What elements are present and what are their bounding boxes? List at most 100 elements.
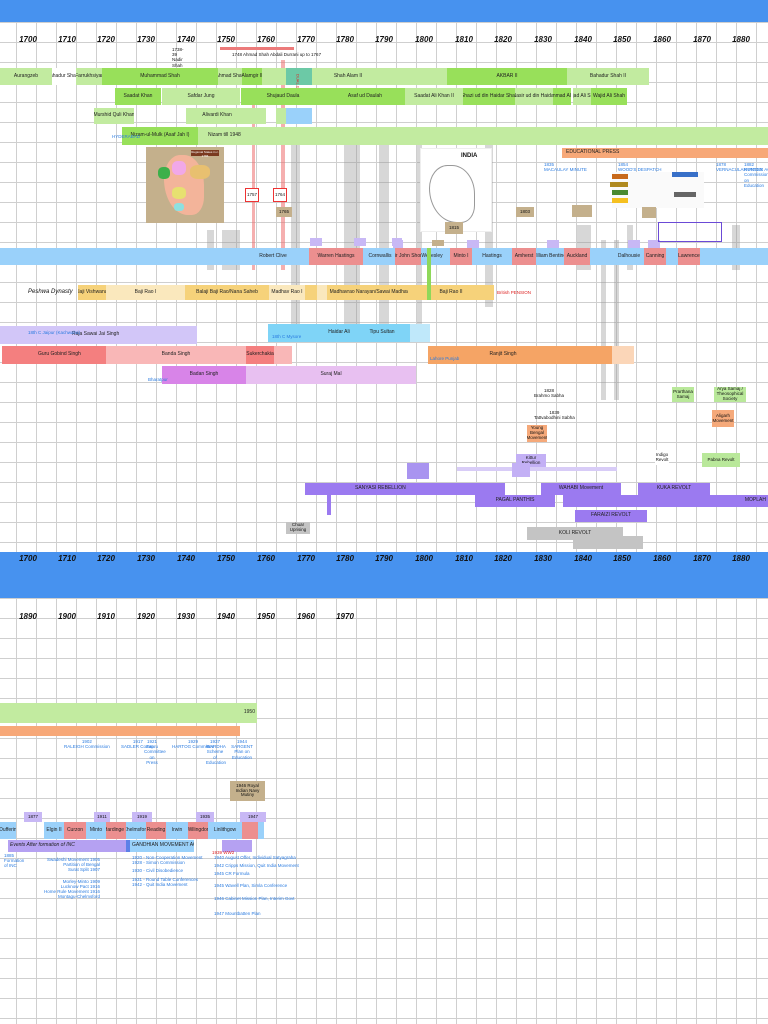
viceroy-reading: Reading: [146, 822, 166, 839]
awadh-nasir-ud-din: Nasir ud din Haidar: [515, 88, 553, 105]
nadir-shah-note: 1738-39 Nadir Shah: [172, 47, 184, 68]
edu-event: 1944 SARGENT Plan on Education: [231, 739, 253, 760]
mughal-alamgir-ii: Alamgir II: [242, 68, 262, 85]
mughal-farrukhsiyar: Farrukhsiyar: [76, 68, 102, 85]
year-tick: 1800: [415, 35, 433, 44]
mughal-shah-alam-cont: [384, 68, 447, 85]
year-tick: 1770: [297, 35, 315, 44]
year-tick: 1810: [455, 554, 473, 563]
edu-event: 1878 VERNACULAR PRESS ACT: [716, 162, 768, 173]
year-tick: 1970: [336, 612, 354, 621]
peshwa-raghunath-rao: [317, 285, 327, 300]
map-region: [158, 167, 170, 179]
independence-notes: 1940 August Offer, Individual Satyagraha…: [214, 855, 299, 916]
jat-badan-singh: Badan Singh: [162, 366, 246, 384]
peshwa-madhav-rao: Madhav Rao I: [269, 285, 305, 300]
bengal-mir-jafar: [248, 108, 266, 124]
bengal-alivardi-khan: Alivardi Khan: [186, 108, 248, 124]
awadh-ghazi-ud-din: Ghazi ud din Haidar Shah: [463, 88, 515, 105]
year-tick: 1880: [732, 35, 750, 44]
viceroy-curzon: Curzon: [64, 822, 86, 839]
year-tick: 1760: [257, 554, 275, 563]
section-divider-band: [0, 552, 768, 598]
war-shade-anglo-maratha-1: [344, 127, 360, 337]
tuluva-marker: [327, 495, 331, 515]
hyderabad-label: HYDERABAD: [112, 134, 141, 139]
mughal-bahadur-shah-ii: Bahadur Shah II: [567, 68, 649, 85]
mughal-gap: [262, 68, 286, 85]
edu-event: 1835 MACAULAY MINUTE: [544, 162, 587, 173]
war-shade-anglo-mysore-4: [417, 127, 422, 337]
awadh-saadat-khan: Saadat Khan: [115, 88, 161, 105]
lower-orange-bar: [0, 726, 240, 736]
awadh-shujaud-daula: Shujaud Daula: [241, 88, 325, 105]
war-shade-anglo-sikh-1: [601, 240, 606, 400]
year-tick: 1790: [375, 554, 393, 563]
map-legend: [672, 172, 698, 177]
lower-timeline-grid: [0, 598, 768, 1024]
year-tick: 1950: [257, 612, 275, 621]
map-title: Regional States in c. 1765: [191, 150, 219, 158]
hyderabad-nizam-ul-mulk: Nizam-ul-Mulk (Asaf Jah I): [122, 127, 198, 145]
navy-mutiny-box: 1946 Royal Indian Navy Mutiny: [230, 781, 265, 801]
battle-plassey: 1757: [245, 188, 259, 202]
pabna-revolt: Pabna Revolt: [702, 453, 740, 467]
lahore-note: Lahore Punjab: [430, 356, 460, 361]
gg-wellesley: Wellesley: [421, 248, 443, 265]
year-tick: 1780: [336, 554, 354, 563]
awadh-amjad-ali: Amjad Ali Shah: [573, 88, 591, 105]
awadh-muhammad-ali: Muhammad Ali Shah: [553, 88, 571, 105]
act-box: [648, 240, 660, 248]
pre-gandhi-notes: Swadeshi Movement 1905 Partition of Beng…: [44, 857, 101, 900]
viceroy-minto: Minto: [86, 822, 106, 839]
year-tick: 1820: [494, 35, 512, 44]
mughal-aurangzeb: Aurangzeb: [0, 68, 52, 85]
ww2-label: 1939 WW2: [212, 850, 235, 855]
gandhi-start-marker: [126, 840, 130, 852]
bengal-najm-ud-daulah: [276, 108, 286, 124]
year-tick: 1810: [455, 35, 473, 44]
year-tick: 1780: [336, 35, 354, 44]
gg-lawrence: Lawrence: [678, 248, 700, 265]
sikh-banda-singh: Banda Singh: [106, 346, 246, 364]
sikh-guru-gobind: Guru Gobind Singh: [2, 346, 106, 364]
awadh-saadat-ali-khan: Saadat Ali Khan II: [405, 88, 463, 105]
gg-minto: Minto I: [450, 248, 472, 265]
lower-green-bar: 1950: [0, 703, 257, 723]
gg-shore: Sir John Shore: [395, 248, 421, 265]
viceroy-end: [258, 822, 264, 839]
revolt-box: [512, 463, 530, 477]
revolt-span-line: [457, 467, 617, 471]
ranjit-successor: [590, 346, 612, 364]
mysore-tipu-sultan: Tipu Sultan: [352, 324, 412, 342]
awadh-wajid-ali-shah: Wajid Ali Shah: [591, 88, 627, 105]
year-tick: 1700: [19, 554, 37, 563]
mughal-ahmad-shah: Ahmad Shah: [218, 68, 242, 85]
rajput-jai-singh: Raja Sawai Jai Singh: [0, 326, 197, 344]
year-tick: 1830: [534, 35, 552, 44]
hyderabad-nizam: Nizam till 1948: [198, 127, 768, 145]
durbar-box: 1947: [240, 812, 266, 822]
viceroy-mountbatten: [252, 822, 258, 839]
year-tick: 1790: [375, 35, 393, 44]
viceroy-dufferin: Dufferin: [0, 822, 16, 839]
war-shade-anglo-mysore-3: [379, 127, 389, 337]
year-tick: 1740: [177, 35, 195, 44]
year-tick: 1920: [137, 612, 155, 621]
ranjit-singh: Ranjit Singh: [428, 346, 578, 364]
peshwa-sawai-madhavrao: Madhavrao Narayan/Sawai Madhavrao: [327, 285, 419, 300]
durbar-box: 1935: [196, 812, 214, 822]
regional-states-map: Regional States in c. 1765: [146, 147, 224, 223]
british-pension-note: British PENSION: [497, 290, 532, 295]
map-legend: [612, 174, 628, 179]
map-legend: [612, 198, 628, 203]
gg-dalhousie: Dalhousie: [614, 248, 644, 265]
gg-amherst: Amherst: [512, 248, 536, 265]
peshwa-baji-rao-ii: Baji Rao II: [408, 285, 494, 300]
arya-samaj: Arya Samaj / Theosophical Society: [714, 387, 746, 402]
edu-event: 1902 RALEIGH Commission: [64, 739, 110, 750]
abdali-invasions-bar: [220, 47, 294, 50]
year-tick: 1710: [58, 554, 76, 563]
bengal-murshid-quli: Murshid Quli Khan: [94, 108, 134, 124]
bengal-box: 1765: [276, 207, 292, 217]
